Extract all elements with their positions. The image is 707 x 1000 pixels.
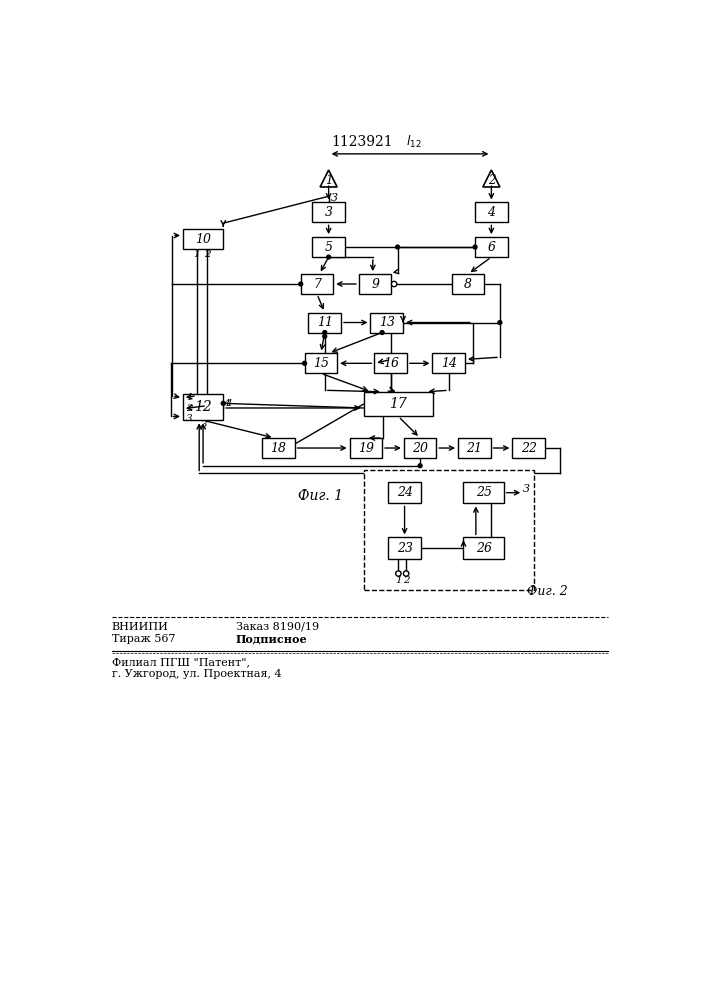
Bar	[305, 353, 337, 373]
Text: 11: 11	[317, 316, 333, 329]
Text: Филиал ПГШ "Патент",: Филиал ПГШ "Патент",	[112, 657, 250, 667]
Text: 25: 25	[476, 486, 491, 499]
Text: 4: 4	[223, 399, 230, 408]
Circle shape	[418, 464, 422, 468]
Bar	[458, 438, 491, 458]
Text: 15: 15	[313, 357, 329, 370]
Text: 3: 3	[325, 206, 332, 219]
Text: 13: 13	[379, 316, 395, 329]
Bar	[475, 237, 508, 257]
Text: 2: 2	[186, 404, 192, 413]
Circle shape	[473, 245, 477, 249]
Text: г. Ужгород, ул. Проектная, 4: г. Ужгород, ул. Проектная, 4	[112, 669, 281, 679]
Text: 19: 19	[358, 442, 374, 455]
Bar	[262, 438, 295, 458]
Bar	[370, 312, 403, 333]
Text: 4: 4	[225, 399, 231, 408]
Circle shape	[498, 321, 502, 324]
Bar	[452, 274, 484, 294]
Polygon shape	[320, 170, 337, 187]
Circle shape	[404, 571, 409, 576]
Bar	[308, 312, 341, 333]
Text: 3: 3	[186, 414, 192, 423]
Bar	[363, 470, 534, 590]
Bar	[183, 229, 223, 249]
Text: 16: 16	[382, 357, 399, 370]
Circle shape	[303, 361, 307, 365]
Text: 17: 17	[390, 397, 407, 411]
Text: ВНИИПИ: ВНИИПИ	[112, 622, 168, 632]
Circle shape	[380, 331, 384, 334]
Text: Заказ 8190/19: Заказ 8190/19	[235, 622, 319, 632]
Bar	[300, 274, 333, 294]
Text: Тираж 567: Тираж 567	[112, 634, 175, 644]
Text: 12: 12	[194, 400, 212, 414]
Text: 3: 3	[332, 193, 339, 203]
Text: 26: 26	[476, 542, 491, 555]
Text: 14: 14	[440, 357, 457, 370]
Text: 1: 1	[325, 174, 332, 187]
Circle shape	[221, 401, 225, 405]
Bar	[388, 537, 421, 559]
Text: Фиг. 1: Фиг. 1	[298, 489, 344, 503]
Circle shape	[323, 331, 327, 334]
Text: Подписное: Подписное	[235, 633, 308, 644]
Text: 3: 3	[522, 484, 530, 494]
Text: 1: 1	[194, 250, 200, 259]
Text: 6: 6	[487, 241, 496, 254]
Text: 18: 18	[270, 442, 286, 455]
Text: 23: 23	[397, 542, 413, 555]
Text: 2: 2	[488, 174, 495, 187]
Bar	[312, 237, 345, 257]
Text: Фиг. 2: Фиг. 2	[527, 585, 568, 598]
Circle shape	[396, 245, 399, 249]
Bar	[359, 274, 392, 294]
Text: 21: 21	[467, 442, 482, 455]
Text: 4: 4	[487, 206, 496, 219]
Text: 2: 2	[204, 250, 210, 259]
Bar	[183, 394, 223, 420]
Text: 20: 20	[412, 442, 428, 455]
Text: 22: 22	[520, 442, 537, 455]
Bar	[374, 353, 407, 373]
Bar	[363, 392, 433, 416]
Bar	[464, 537, 504, 559]
Text: 7: 7	[313, 278, 321, 291]
Circle shape	[396, 571, 401, 576]
Text: 8: 8	[464, 278, 472, 291]
Text: 1: 1	[186, 393, 192, 402]
Bar	[349, 438, 382, 458]
Bar	[513, 438, 545, 458]
Text: 1123921: 1123921	[331, 135, 393, 149]
Bar	[312, 202, 345, 222]
Text: $l_{12}$: $l_{12}$	[406, 134, 421, 150]
Bar	[404, 438, 436, 458]
Circle shape	[323, 334, 327, 338]
Bar	[433, 353, 465, 373]
Circle shape	[392, 281, 397, 287]
Text: 24: 24	[397, 486, 413, 499]
Text: 1: 1	[395, 576, 402, 585]
Circle shape	[327, 255, 331, 259]
Circle shape	[299, 282, 303, 286]
Text: 5: 5	[325, 241, 332, 254]
Text: 10: 10	[195, 233, 211, 246]
Text: 3: 3	[201, 420, 208, 429]
Text: 9: 9	[371, 278, 379, 291]
Bar	[475, 202, 508, 222]
Bar	[464, 482, 504, 503]
Polygon shape	[483, 170, 500, 187]
Bar	[388, 482, 421, 503]
Text: 2: 2	[403, 576, 409, 585]
